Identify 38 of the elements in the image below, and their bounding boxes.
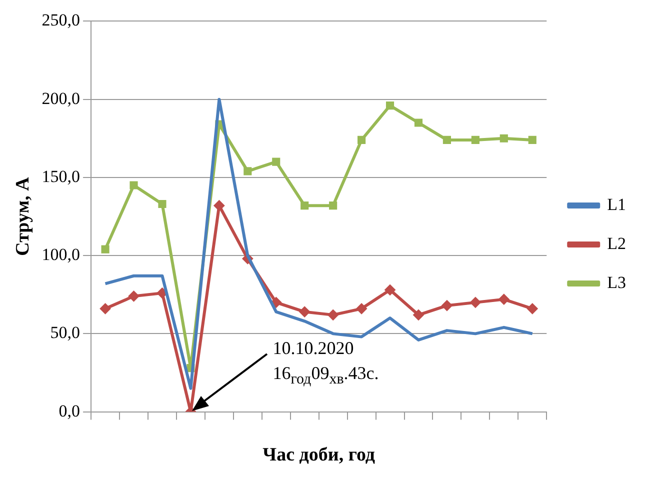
point: [414, 118, 423, 127]
point: [412, 309, 424, 320]
legend-label: L2: [607, 234, 626, 253]
point: [329, 202, 338, 210]
point: [358, 136, 366, 144]
point: [471, 136, 480, 144]
y-tick-label: 200,0: [42, 88, 80, 108]
y-axis-title: Струм, А: [12, 176, 34, 256]
point: [130, 181, 138, 190]
point: [528, 136, 536, 144]
y-tick-label: 100,0: [42, 245, 80, 264]
y-tick-label: 0,0: [58, 401, 80, 420]
point: [158, 200, 166, 208]
point: [244, 167, 252, 176]
point: [299, 306, 310, 318]
legend-label: L3: [607, 272, 626, 292]
point: [470, 296, 481, 308]
y-tick-label: 150,0: [42, 166, 80, 186]
annotation: 10.10.2020: [272, 336, 355, 360]
point: [101, 245, 110, 254]
x-axis-title: Час доби, год: [262, 444, 376, 466]
point: [441, 300, 452, 312]
point: [300, 202, 309, 210]
point: [384, 284, 396, 296]
point: [272, 158, 280, 166]
point: [526, 303, 538, 314]
point: [356, 303, 368, 314]
point: [100, 303, 111, 314]
point: [128, 290, 140, 302]
y-tick-label: 250,0: [42, 10, 80, 30]
point: [386, 102, 394, 110]
legend-label: L1: [607, 194, 626, 214]
point: [500, 134, 508, 142]
point: [498, 294, 510, 305]
point: [328, 309, 339, 320]
annotation: 16$_{год}$09$_{хв}$.43с.: [272, 362, 379, 390]
y-tick-label: 50,0: [50, 323, 80, 342]
point: [442, 136, 451, 144]
